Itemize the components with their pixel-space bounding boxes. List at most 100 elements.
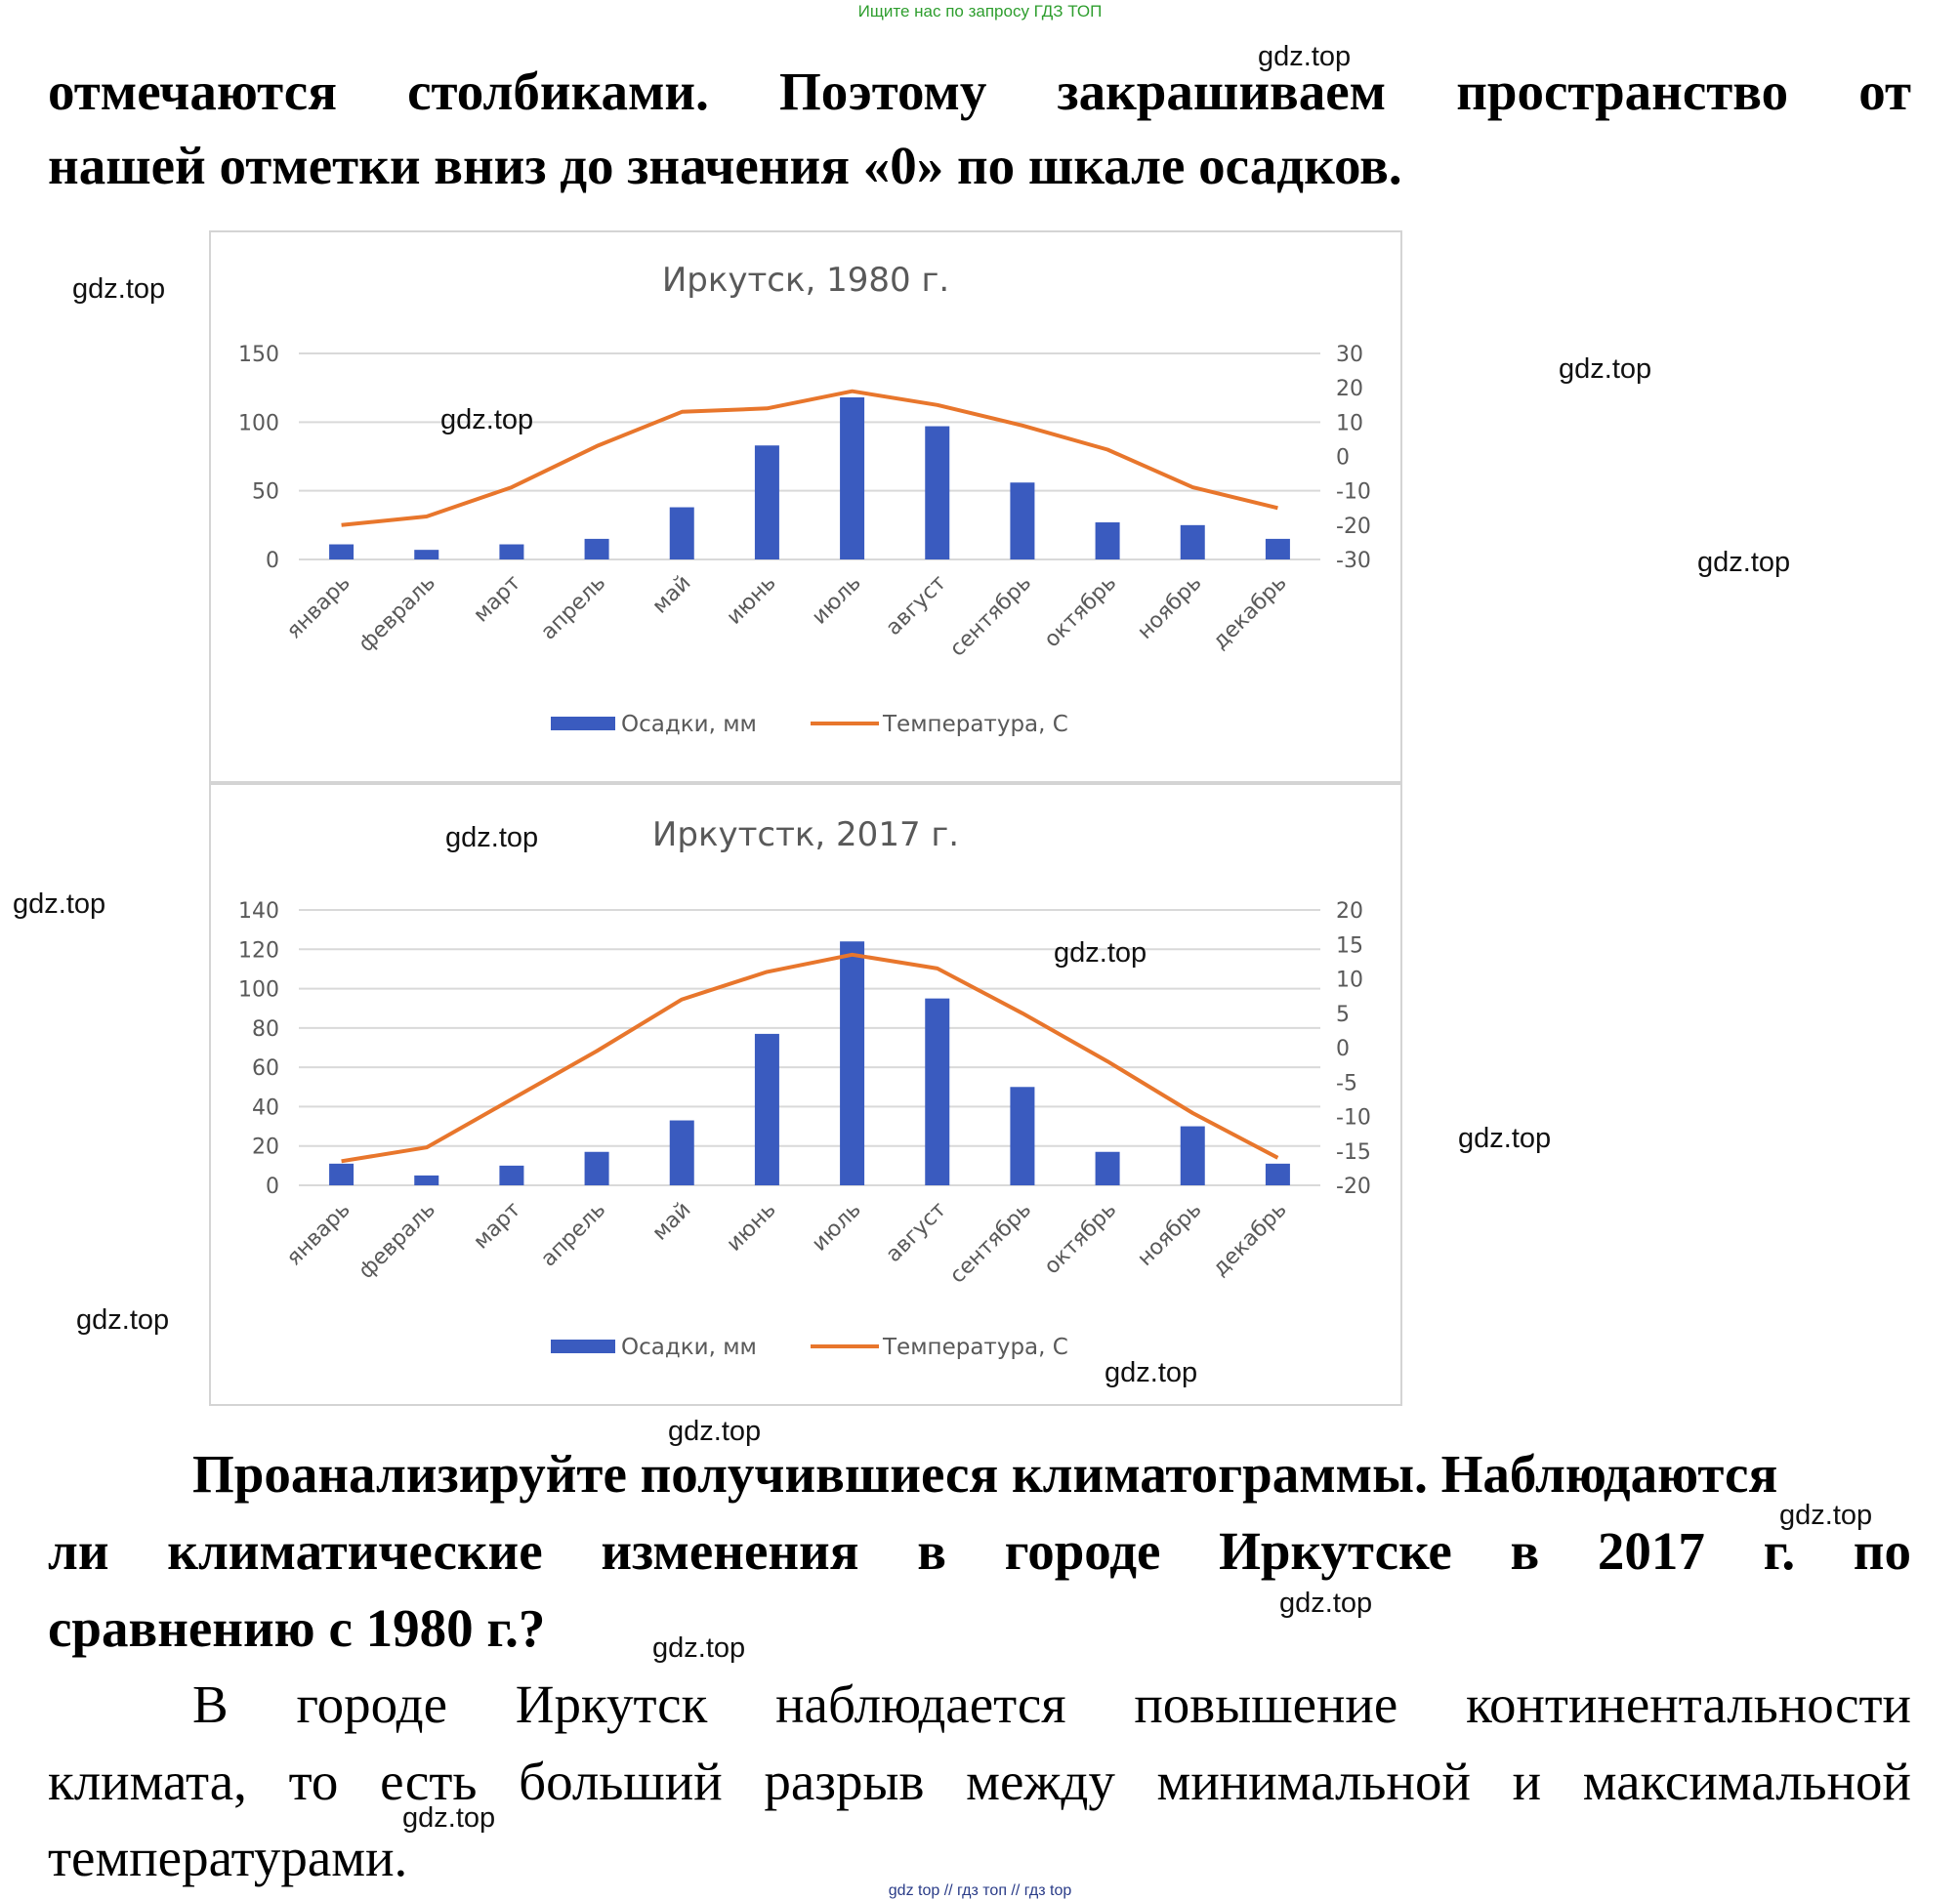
right-axis-tick-label: -15: [1336, 1140, 1371, 1165]
temperature-line: [341, 389, 1278, 527]
category-label: январь: [282, 571, 355, 644]
chart-panel-2017: Иркутстк, 2017 г. 0 20 40 60 80 100 120 140 -20 -1…: [209, 783, 1402, 1406]
right-axis-tick-label: 0: [1336, 1037, 1350, 1061]
answer-line: В городе Иркутск наблюдается повышение к…: [192, 1674, 1911, 1734]
right-axis-tick-label: 30: [1336, 343, 1363, 367]
precipitation-bar: [925, 426, 950, 559]
watermark: gdz.top: [1697, 547, 1791, 578]
category-label: февраль: [354, 1198, 440, 1284]
left-axis-tick-label: 150: [238, 343, 279, 367]
precipitation-bar: [329, 1163, 354, 1185]
category-label: июль: [808, 571, 866, 630]
category-label: сентябрь: [945, 571, 1036, 662]
left-axis-tick-label: 50: [252, 480, 279, 505]
climatogram-1980: Иркутск, 1980 г. 0 50 100 150 -30 -20 -10 0 10 20 3…: [238, 261, 1371, 737]
answer-line: температурами.: [48, 1828, 408, 1887]
right-axis-tick-label: 5: [1336, 1003, 1350, 1027]
category-label: декабрь: [1208, 1198, 1292, 1282]
left-axis-tick-label: 100: [238, 978, 279, 1003]
climatogram-2017: Иркутстк, 2017 г.020406080100120140-20-1…: [238, 815, 1371, 1360]
legend-bar-swatch: [551, 717, 615, 730]
question-line: сравнению с 1980 г.?: [48, 1598, 546, 1658]
watermark: gdz.top: [1559, 353, 1652, 385]
search-hint-link[interactable]: Ищите нас по запросу ГДЗ ТОП: [857, 2, 1103, 21]
watermark: gdz.top: [76, 1304, 170, 1336]
precipitation-bar: [840, 941, 865, 1185]
precipitation-bar: [1265, 1163, 1290, 1185]
watermark: gdz.top: [668, 1416, 762, 1447]
right-axis-tick-label: 20: [1336, 899, 1363, 924]
precipitation-bar: [1095, 1151, 1120, 1185]
chart-panel-1980: Иркутск, 1980 г. 0 50 100 150 -30 -20 -10 0 10 20 3…: [209, 230, 1402, 783]
category-label: апрель: [536, 571, 610, 645]
right-axis-tick-label: -30: [1336, 549, 1371, 573]
category-label: октябрь: [1040, 571, 1122, 653]
chart-title: Иркутск, 1980 г.: [662, 261, 949, 300]
chart-title: Иркутстк, 2017 г.: [652, 815, 959, 854]
question-line: ли климатические изменения в городе Ирку…: [48, 1521, 1911, 1581]
right-axis-tick-label: -10: [1336, 480, 1371, 505]
watermark: gdz.top: [13, 888, 106, 920]
left-axis-tick-label: 80: [252, 1017, 279, 1042]
answer-line: климата, то есть больший разрыв между ми…: [48, 1752, 1911, 1811]
left-axis-tick-label: 0: [266, 1175, 279, 1199]
watermark: gdz.top: [1458, 1123, 1552, 1154]
precipitation-bar: [754, 445, 779, 559]
precipitation-bar: [754, 1033, 779, 1185]
right-axis-tick-label: 15: [1336, 933, 1363, 958]
category-label: март: [469, 1197, 525, 1254]
category-label: сентябрь: [945, 1198, 1036, 1289]
precipitation-bar: [1180, 524, 1205, 559]
precipitation-bar: [925, 998, 950, 1185]
precipitation-bar: [840, 397, 865, 559]
paragraph-line: нашей отметки вниз до значения «0» по шк…: [48, 136, 1402, 195]
precipitation-bar: [329, 544, 354, 559]
category-label: июль: [808, 1198, 866, 1257]
right-axis-tick-label: -5: [1336, 1071, 1357, 1095]
watermark: gdz.top: [1258, 41, 1352, 72]
right-axis-tick-label: -10: [1336, 1106, 1371, 1131]
watermark: gdz.top: [1054, 937, 1147, 969]
precipitation-bar: [1095, 522, 1120, 559]
precipitation-bar: [584, 538, 609, 559]
precipitation-bar: [1265, 538, 1290, 559]
precipitation-bar: [669, 507, 694, 559]
left-axis-tick-label: 20: [252, 1136, 279, 1160]
temperature-line: [341, 952, 1279, 1164]
watermark: gdz.top: [652, 1632, 746, 1664]
precipitation-bar: [499, 1165, 524, 1185]
category-label: март: [469, 570, 525, 627]
question-line: Проанализируйте получившиеся климатограм…: [192, 1444, 1778, 1504]
category-label: январь: [282, 1198, 355, 1271]
paragraph-line: отмечаются столбиками. Поэтому закрашива…: [48, 62, 1911, 121]
category-label: май: [647, 571, 695, 619]
precipitation-bar: [414, 1175, 439, 1185]
left-axis-tick-label: 100: [238, 411, 279, 435]
legend-label-temperature: Температура, С: [882, 1335, 1068, 1360]
category-label: февраль: [354, 571, 440, 657]
category-label: июнь: [722, 571, 780, 630]
left-axis-tick-label: 60: [252, 1056, 279, 1081]
right-axis-tick-label: -20: [1336, 1175, 1371, 1199]
category-label: ноябрь: [1133, 1198, 1206, 1271]
legend-label-precipitation: Осадки, мм: [621, 712, 757, 737]
precipitation-bar: [499, 544, 524, 559]
precipitation-bar: [1010, 482, 1035, 559]
category-label: ноябрь: [1133, 571, 1206, 644]
precipitation-bar: [1010, 1087, 1035, 1185]
right-axis-tick-label: 0: [1336, 446, 1350, 471]
watermark: gdz.top: [1279, 1588, 1373, 1619]
watermark: gdz.top: [402, 1802, 496, 1834]
right-axis-tick-label: 10: [1336, 411, 1363, 435]
right-axis-tick-label: 10: [1336, 969, 1363, 993]
precipitation-bar: [669, 1120, 694, 1185]
precipitation-bar: [414, 550, 439, 559]
left-axis-tick-label: 120: [238, 938, 279, 963]
left-axis-tick-label: 140: [238, 899, 279, 924]
precipitation-bar: [1180, 1126, 1205, 1185]
left-axis-tick-label: 40: [252, 1095, 279, 1120]
category-label: апрель: [536, 1198, 610, 1272]
category-label: август: [882, 570, 952, 640]
left-axis-tick-label: 0: [266, 549, 279, 573]
category-label: июнь: [722, 1198, 780, 1257]
